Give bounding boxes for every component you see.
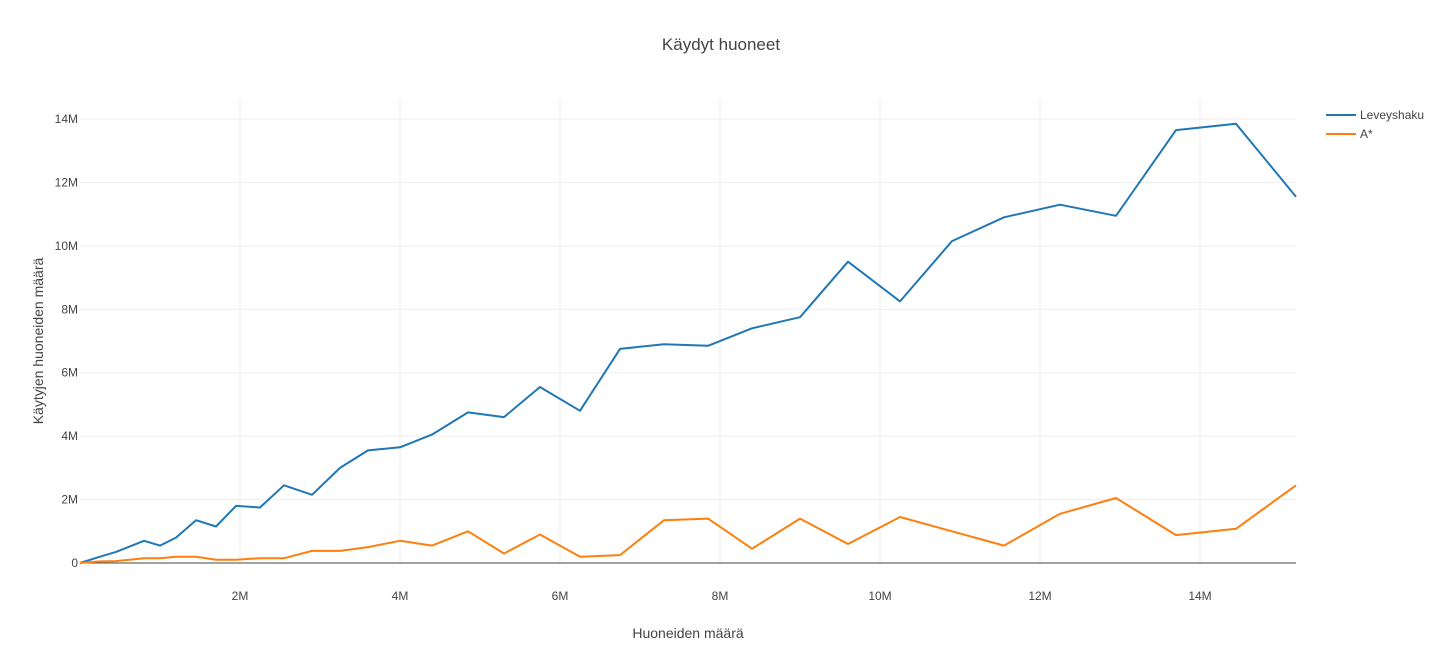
chart-title: Käydyt huoneet [662,35,780,54]
y-tick-label: 14M [55,112,78,126]
y-tick-label: 12M [55,175,78,189]
series-lines [79,122,1297,564]
y-axis-title: Käytyjen huoneiden määrä [30,258,46,425]
x-tick-label: 12M [1028,589,1051,603]
grid-lines [80,100,1296,563]
y-axis-ticks: 0 2M 4M 6M 8M 10M 12M 14M [55,112,79,570]
x-tick-label: 8M [712,589,729,603]
series-line-leveyshaku [79,122,1297,564]
x-tick-label: 14M [1188,589,1211,603]
y-tick-label: 6M [61,366,78,380]
y-tick-label: 4M [61,429,78,443]
x-tick-label: 6M [552,589,569,603]
x-axis-ticks: 2M 4M 6M 8M 10M 12M 14M [232,589,1212,603]
legend-item[interactable]: Leveyshaku [1326,108,1424,122]
series-line-a-star [79,484,1297,564]
legend-item[interactable]: A* [1326,127,1373,141]
x-tick-label: 4M [392,589,409,603]
x-tick-label: 10M [868,589,891,603]
legend[interactable]: Leveyshaku A* [1326,108,1424,141]
x-tick-label: 2M [232,589,249,603]
legend-label: Leveyshaku [1360,108,1424,122]
y-tick-label: 10M [55,239,78,253]
legend-label: A* [1360,127,1373,141]
y-tick-label: 8M [61,302,78,316]
x-axis-title: Huoneiden määrä [632,625,744,641]
y-tick-label: 0 [71,556,78,570]
y-tick-label: 2M [61,493,78,507]
